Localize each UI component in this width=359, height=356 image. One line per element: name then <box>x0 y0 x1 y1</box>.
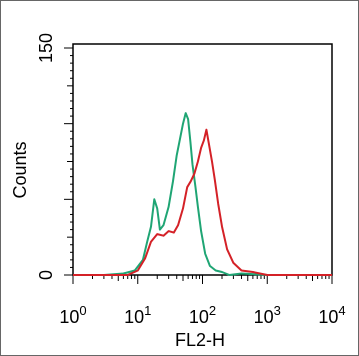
series-layer <box>73 112 332 276</box>
x-tick-label: 100 <box>59 303 86 327</box>
x-tick-label: 102 <box>189 303 216 327</box>
x-tick-label: 103 <box>254 303 281 327</box>
x-axis-title: FL2-H <box>175 330 225 350</box>
minor-ticks <box>64 47 333 284</box>
x-tick-label: 104 <box>318 303 345 327</box>
y-axis-title: Counts <box>10 141 30 198</box>
histogram-series-1 <box>73 112 332 276</box>
x-tick-labels: 100 101 102 103 104 <box>59 303 345 327</box>
y-tick-labels: 0 150 <box>36 33 56 280</box>
y-tick-label: 0 <box>36 270 56 280</box>
y-tick-label: 150 <box>36 33 56 63</box>
histogram-series-2 <box>73 128 332 276</box>
x-tick-label: 101 <box>124 303 151 327</box>
